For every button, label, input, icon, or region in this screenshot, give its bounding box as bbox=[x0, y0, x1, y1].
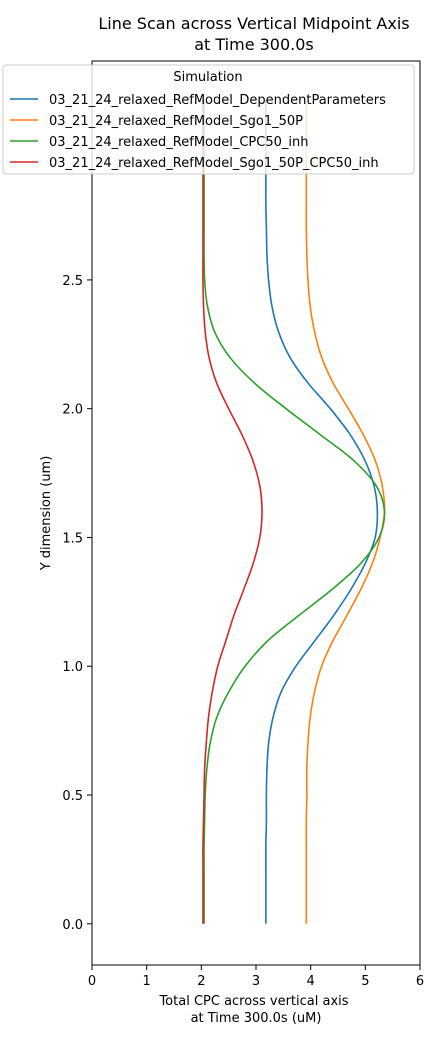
legend-label-3: 03_21_24_relaxed_RefModel_CPC50_inh bbox=[49, 135, 309, 150]
x-axis-label-line1: Total CPC across vertical axis bbox=[158, 994, 348, 1009]
chart-title-line2: at Time 300.0s bbox=[194, 35, 314, 54]
plot-area bbox=[91, 60, 421, 966]
x-tick-label: 0 bbox=[88, 974, 96, 989]
x-tick-label: 4 bbox=[307, 974, 315, 989]
y-tick-label: 2.5 bbox=[62, 274, 83, 289]
x-tick-label: 5 bbox=[361, 974, 369, 989]
y-tick-label: 0.5 bbox=[62, 789, 83, 804]
y-tick-label: 1.5 bbox=[62, 531, 83, 546]
legend-entries: 03_21_24_relaxed_RefModel_DependentParam… bbox=[10, 93, 386, 171]
x-axis: 0 1 2 3 4 5 6 bbox=[88, 965, 424, 989]
x-tick-label: 3 bbox=[252, 974, 260, 989]
y-tick-label: 0.0 bbox=[62, 918, 83, 933]
chart-title-line1: Line Scan across Vertical Midpoint Axis bbox=[98, 14, 409, 33]
legend-title: Simulation bbox=[173, 70, 242, 85]
x-tick-label: 1 bbox=[143, 974, 151, 989]
x-tick-label: 2 bbox=[197, 974, 205, 989]
y-axis: 0.0 0.5 1.0 1.5 2.0 2.5 bbox=[62, 274, 92, 933]
x-axis-label-line2: at Time 300.0s (uM) bbox=[191, 1011, 322, 1026]
legend-box bbox=[2, 64, 415, 175]
series-layer bbox=[202, 99, 386, 924]
y-axis-label: Y dimension (um) bbox=[39, 456, 54, 572]
legend-label-4: 03_21_24_relaxed_RefModel_Sgo1_50P_CPC50… bbox=[49, 156, 379, 171]
legend: Simulation 03_21_24_relaxed_RefModel_Dep… bbox=[2, 64, 415, 175]
y-tick-label: 2.0 bbox=[62, 403, 83, 418]
y-tick-label: 1.0 bbox=[62, 660, 83, 675]
legend-label-1: 03_21_24_relaxed_RefModel_DependentParam… bbox=[49, 93, 386, 108]
series-line-3 bbox=[203, 99, 386, 924]
series-line-1 bbox=[265, 99, 379, 924]
x-tick-label: 6 bbox=[416, 974, 424, 989]
series-line-4 bbox=[202, 99, 263, 924]
legend-label-2: 03_21_24_relaxed_RefModel_Sgo1_50P bbox=[49, 114, 303, 129]
